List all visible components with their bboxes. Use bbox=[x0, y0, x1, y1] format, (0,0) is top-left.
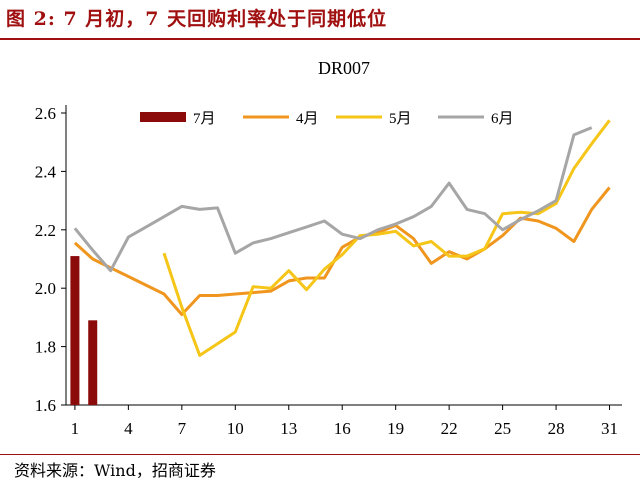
y-tick-label: 1.8 bbox=[35, 338, 56, 357]
legend-label: 6月 bbox=[491, 111, 514, 127]
bar-7m bbox=[88, 320, 98, 405]
dr007-chart: DR007 1.6 1.8 2.0 2.2 2.4 2.6 1 4 7 10 13 16 19 22 25 28… bbox=[35, 58, 622, 438]
y-tick-label: 1.6 bbox=[35, 396, 56, 415]
x-tick-label: 4 bbox=[124, 419, 133, 438]
y-tick-label: 2.4 bbox=[35, 162, 57, 181]
x-tick-label: 31 bbox=[601, 419, 618, 438]
legend-swatch bbox=[140, 112, 186, 122]
legend-label: 4月 bbox=[296, 111, 319, 127]
source-note: 资料来源：Wind，招商证券 bbox=[14, 461, 216, 480]
x-tick-label: 22 bbox=[441, 419, 458, 438]
x-tick-label: 16 bbox=[334, 419, 351, 438]
x-tick-label: 13 bbox=[280, 419, 297, 438]
bar-7m bbox=[70, 256, 80, 405]
legend-label: 7月 bbox=[193, 111, 216, 127]
chart-title: DR007 bbox=[318, 58, 370, 78]
x-tick-label: 10 bbox=[227, 419, 244, 438]
source-divider bbox=[0, 454, 640, 455]
x-tick-label: 1 bbox=[71, 419, 80, 438]
title-divider bbox=[0, 38, 640, 40]
x-tick-label: 7 bbox=[178, 419, 187, 438]
series-line-3 bbox=[73, 126, 593, 273]
series-line-1 bbox=[73, 186, 611, 316]
figure-title: 图 2: 7 月初，7 天回购利率处于同期低位 bbox=[6, 8, 388, 30]
x-tick-label: 19 bbox=[387, 419, 404, 438]
y-tick-label: 2.0 bbox=[35, 279, 56, 298]
x-tick-label: 28 bbox=[548, 419, 565, 438]
x-tick-label: 25 bbox=[494, 419, 511, 438]
legend-label: 5月 bbox=[389, 111, 412, 127]
y-tick-label: 2.6 bbox=[35, 104, 56, 123]
y-tick-label: 2.2 bbox=[35, 221, 56, 240]
